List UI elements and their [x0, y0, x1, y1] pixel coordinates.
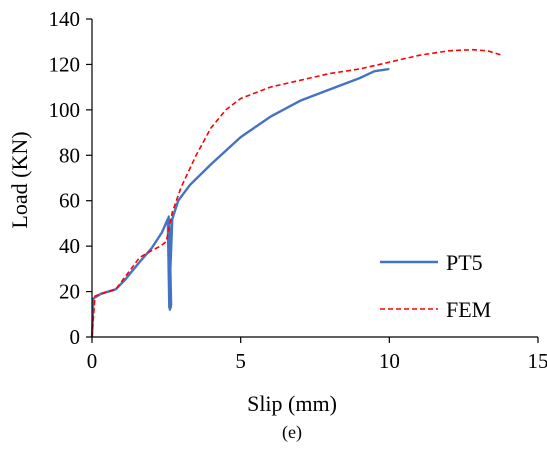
ticks: 0 20 40 60 80 100 120 140 0 5 10 15	[49, 7, 547, 373]
legend-label-fem: FEM	[446, 297, 491, 322]
series-line-pt5	[90, 67, 390, 338]
y-tick-label: 40	[59, 234, 80, 258]
series-line-fem	[91, 48, 503, 338]
legend: PT5 FEM	[380, 250, 491, 322]
x-tick-label: 5	[235, 349, 246, 373]
x-tick-label: 10	[379, 349, 400, 373]
plot-lines	[90, 48, 503, 338]
y-tick-label: 20	[59, 280, 80, 304]
y-tick-label: 0	[70, 325, 81, 349]
y-tick-label: 140	[49, 7, 81, 31]
x-tick-label: 15	[528, 349, 547, 373]
axes	[91, 19, 538, 338]
y-tick-label: 120	[49, 52, 81, 76]
x-tick-label: 0	[87, 349, 98, 373]
legend-label-pt5: PT5	[446, 250, 483, 275]
y-tick-label: 100	[49, 98, 81, 122]
x-axis-title: Slip (mm)	[247, 391, 337, 416]
y-tick-label: 80	[59, 143, 80, 167]
y-axis-title: Load (KN)	[7, 131, 32, 228]
figure-caption: (e)	[282, 422, 302, 443]
y-tick-label: 60	[59, 189, 80, 213]
